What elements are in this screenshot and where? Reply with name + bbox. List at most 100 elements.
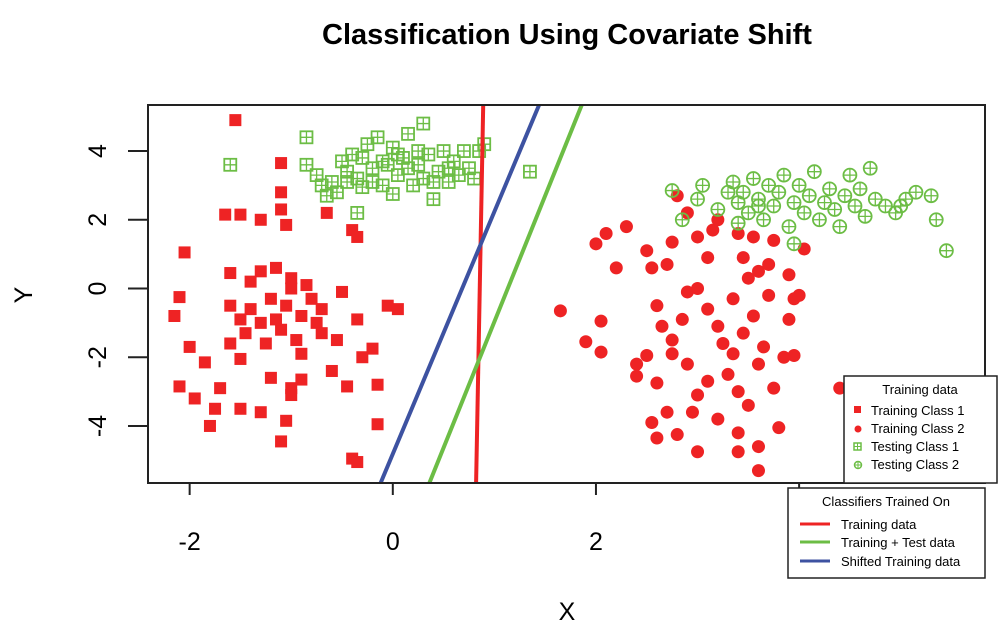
training-class-2-point [762, 257, 776, 271]
testing-class-2-point [791, 178, 807, 193]
training-class-2-point [751, 440, 765, 454]
plus-mark [787, 196, 801, 210]
testing-class-2-point [720, 184, 736, 200]
training-class-1-point [234, 208, 247, 221]
legend-entry: Training data [841, 517, 917, 532]
plus-mark [356, 181, 369, 194]
training-class-2-point [782, 268, 796, 282]
legend-entry: Training + Test data [841, 535, 956, 550]
plus-mark [427, 193, 440, 206]
plus-mark [468, 172, 481, 185]
plus-mark [868, 192, 882, 206]
testing-class-2-point [832, 219, 848, 235]
training-class-1-point [290, 334, 303, 347]
training-class-2-point [650, 299, 664, 313]
training-class-1-point [371, 418, 384, 431]
plus-mark [818, 196, 832, 210]
training-class-2-point [731, 426, 745, 440]
legend-entry: Testing Class 1 [871, 439, 959, 454]
training-class-1-point [280, 218, 293, 231]
training-class-2-point [721, 367, 735, 381]
training-class-1-point [280, 299, 293, 312]
training-class-1-point [305, 292, 318, 305]
training-class-2-point [731, 385, 745, 399]
training-class-2-point [736, 251, 750, 265]
plus-mark [792, 178, 806, 192]
circle-marker-icon [854, 425, 862, 433]
y-tick-label: 0 [84, 282, 112, 296]
plus-mark [777, 168, 791, 182]
training-class-1-point [310, 316, 323, 329]
testing-class-2-point [751, 198, 766, 214]
testing-class-1-point [375, 154, 390, 169]
x-tick-label: 0 [386, 528, 400, 556]
training-class-2-point [757, 340, 771, 354]
training-class-2-point [650, 376, 664, 390]
square-marker-icon [854, 406, 861, 413]
training-class-1-point [285, 272, 298, 285]
training-class-1-point [269, 261, 282, 274]
plus-mark [726, 175, 740, 189]
testing-class-1-point [370, 130, 385, 145]
testing-class-2-point [806, 164, 822, 180]
training-class-1-point [264, 292, 277, 305]
plus-mark [412, 145, 425, 158]
testing-class-1-point [299, 157, 314, 172]
training-class-2-point [670, 428, 684, 442]
legend-classifiers: Classifiers Trained On Training data Tra… [787, 487, 986, 579]
plus-mark [391, 148, 404, 161]
training-class-1-point [280, 414, 293, 427]
plus-mark [736, 185, 750, 199]
legend-entry: Testing Class 2 [871, 457, 959, 472]
training-class-1-point [244, 303, 257, 316]
training-class-1-point [183, 340, 196, 353]
legend-entry: Training Class 2 [871, 421, 964, 436]
plus-mark [838, 189, 852, 203]
plot-frame [147, 104, 986, 484]
training-class-1-point [229, 114, 242, 127]
testing-class-2-point [939, 243, 954, 259]
testing-class-1-point [355, 151, 370, 165]
training-class-2-point [619, 220, 633, 234]
training-class-1-point [275, 323, 288, 336]
training-class-1-point [391, 303, 404, 316]
training-class-1-point [224, 299, 237, 312]
plus-mark [843, 168, 857, 182]
testing-class-2-point [847, 198, 863, 214]
training-class-1-point [330, 334, 343, 347]
testing-class-1-point [457, 144, 471, 158]
testing-class-2-point [740, 205, 756, 221]
training-class-2-point [650, 431, 664, 445]
y-axis-label: Y [10, 286, 38, 303]
testing-class-2-point [852, 181, 868, 197]
testing-class-2-point [771, 184, 787, 200]
training-class-2-point [701, 251, 715, 265]
plus-mark [371, 131, 384, 144]
plus-mark [351, 206, 364, 219]
training-class-2-point [726, 292, 740, 306]
training-class-2-point [645, 416, 659, 430]
training-class-1-point [239, 327, 252, 340]
training-class-1-point [234, 402, 247, 415]
training-class-2-point [691, 230, 705, 244]
plus-mark [224, 158, 237, 171]
plot-marks [168, 114, 954, 478]
training-class-1-point [219, 208, 232, 221]
testing-class-2-point [776, 167, 792, 183]
plus-mark [757, 213, 771, 227]
training-class-2-point [777, 350, 791, 364]
training-class-2-point [680, 357, 694, 371]
testing-class-2-point [837, 188, 853, 204]
training-class-1-point [341, 380, 354, 393]
training-class-1-point [366, 342, 379, 355]
testing-class-2-point [761, 178, 777, 193]
testing-class-1-point [350, 206, 365, 220]
training-class-1-point [224, 267, 237, 280]
plus-mark [386, 188, 399, 201]
training-class-2-point [594, 314, 608, 328]
plus-mark [812, 213, 826, 227]
training-class-2-point [665, 235, 679, 249]
training-class-2-point [553, 304, 567, 318]
training-class-2-point [691, 388, 705, 402]
training-class-2-point [701, 374, 715, 388]
